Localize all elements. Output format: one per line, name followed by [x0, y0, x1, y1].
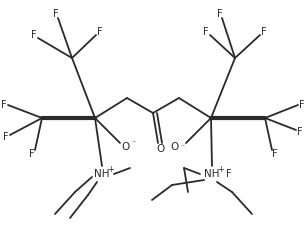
Text: NH: NH — [204, 169, 220, 179]
Text: ⁻: ⁻ — [181, 143, 185, 151]
Text: F: F — [297, 127, 303, 137]
Text: F: F — [29, 149, 35, 159]
Text: F: F — [31, 30, 37, 40]
Text: +: + — [108, 165, 114, 175]
Text: F: F — [1, 100, 7, 110]
Text: F: F — [261, 27, 267, 37]
Text: F: F — [53, 9, 59, 19]
Text: +: + — [218, 165, 224, 175]
Text: ⁻: ⁻ — [132, 138, 136, 147]
Text: F: F — [3, 132, 9, 142]
Text: NH: NH — [94, 169, 110, 179]
Text: O: O — [157, 144, 165, 154]
Text: F: F — [299, 100, 305, 110]
Text: F: F — [97, 27, 103, 37]
Text: F: F — [226, 169, 232, 179]
Text: O: O — [122, 142, 130, 152]
Text: F: F — [272, 149, 278, 159]
Text: F: F — [217, 9, 223, 19]
Text: O: O — [171, 142, 179, 152]
Text: F: F — [203, 27, 209, 37]
